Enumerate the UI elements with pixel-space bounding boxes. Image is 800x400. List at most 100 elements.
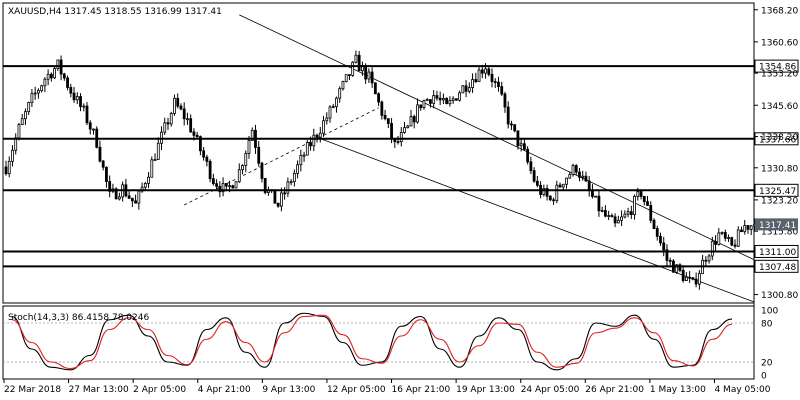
candle	[652, 218, 656, 230]
candle-body-bull	[710, 241, 714, 257]
candle-body-bear	[523, 143, 526, 150]
candle-body-bear	[364, 65, 368, 80]
candle	[344, 74, 348, 83]
candle	[707, 254, 711, 264]
candle	[234, 181, 238, 189]
candle	[626, 207, 630, 218]
candle-body-bear	[678, 264, 682, 271]
candle	[681, 265, 685, 283]
candle-body-bear	[195, 134, 199, 138]
candle-body-bear	[198, 136, 202, 152]
candle	[535, 175, 539, 188]
candle-body-bull	[234, 181, 238, 189]
candle	[182, 102, 186, 126]
candle-body-bull	[749, 225, 753, 230]
candle-body-bear	[548, 195, 552, 201]
candle-body-bear	[526, 148, 530, 163]
candle-body-bear	[309, 142, 312, 147]
time-tick-label: 19 Apr 13:00	[456, 385, 515, 395]
candle	[558, 182, 562, 188]
candle	[445, 97, 449, 105]
candle-body-bear	[730, 237, 734, 246]
candle	[383, 109, 387, 121]
candle-body-bull	[160, 131, 163, 144]
candle-body-bull	[163, 122, 167, 133]
candle	[432, 90, 436, 109]
candle	[351, 61, 355, 77]
candle	[733, 239, 737, 249]
level-label: 1311.00	[759, 248, 796, 258]
candle-body-bear	[665, 249, 669, 261]
candle-body-bull	[143, 182, 147, 188]
candle-body-bear	[205, 156, 209, 162]
candle-body-bull	[289, 181, 293, 184]
candle-body-bear	[66, 77, 69, 88]
time-tick-label: 24 Apr 05:00	[521, 385, 580, 395]
candle-body-bull	[322, 120, 325, 134]
candle	[108, 175, 112, 198]
candle	[581, 170, 585, 181]
stochastic-tick-label: 0	[761, 372, 767, 382]
candle-body-bull	[477, 69, 481, 83]
candle	[565, 177, 568, 189]
candle-body-bull	[296, 164, 300, 174]
candle-body-bear	[723, 232, 727, 239]
candle-body-bear	[500, 86, 504, 95]
candle	[79, 93, 82, 112]
candle	[305, 140, 309, 156]
candle	[597, 190, 601, 217]
candle-body-bull	[118, 196, 121, 200]
candle-body-bear	[668, 260, 672, 262]
candle-body-bear	[610, 215, 614, 218]
candle-body-bull	[279, 192, 283, 207]
candle-body-bear	[642, 195, 646, 203]
candle-body-bull	[302, 154, 306, 157]
candle	[98, 140, 102, 163]
candle-body-bear	[714, 241, 717, 245]
candle-body-bear	[613, 216, 617, 224]
candle	[523, 138, 526, 151]
candle	[510, 120, 513, 131]
candle	[500, 81, 504, 96]
candle-body-bear	[503, 93, 507, 108]
candle-body-bear	[532, 170, 536, 182]
time-tick-label: 16 Apr 21:00	[392, 385, 451, 395]
candle	[179, 103, 183, 111]
price-tick-label: 1323.20	[761, 196, 798, 206]
time-tick-label: 26 Apr 21:00	[585, 385, 644, 395]
candle-body-bear	[652, 219, 656, 229]
current-price-badge: 1317.41	[755, 218, 798, 231]
candle-body-bull	[461, 85, 465, 94]
candle-body-bull	[736, 229, 740, 247]
candle-body-bear	[260, 162, 264, 179]
candle	[380, 100, 384, 120]
candle	[655, 225, 659, 241]
candle-body-bull	[633, 196, 636, 215]
candle	[189, 114, 193, 133]
stochastic-tick-label: 80	[761, 320, 773, 330]
candle-body-bull	[367, 71, 371, 80]
candle	[532, 167, 536, 183]
candle	[257, 141, 261, 167]
candle	[279, 187, 283, 212]
candle-body-bear	[529, 161, 533, 172]
candle	[205, 154, 209, 167]
candle-body-bull	[720, 232, 724, 234]
time-tick-label: 4 Apr 21:00	[198, 385, 251, 395]
candle	[335, 96, 338, 113]
candle	[594, 195, 598, 198]
stochastic-axis-ticks: 100 80 20 0	[761, 307, 778, 382]
candle	[218, 181, 222, 198]
candle	[4, 160, 8, 176]
candle-body-bear	[558, 184, 562, 188]
candle-body-bear	[62, 73, 66, 79]
candle	[33, 86, 37, 100]
candle-body-bear	[130, 197, 134, 202]
time-tick-label: 9 Apr 13:00	[262, 385, 315, 395]
candle-body-bull	[186, 118, 189, 121]
candle	[497, 76, 500, 92]
stochastic-tick-label: 100	[761, 307, 778, 317]
candle-body-bear	[176, 97, 180, 107]
stochastic-title: Stoch(14,3,3) 86.4158 78.0246	[8, 313, 149, 323]
candle	[373, 82, 377, 95]
